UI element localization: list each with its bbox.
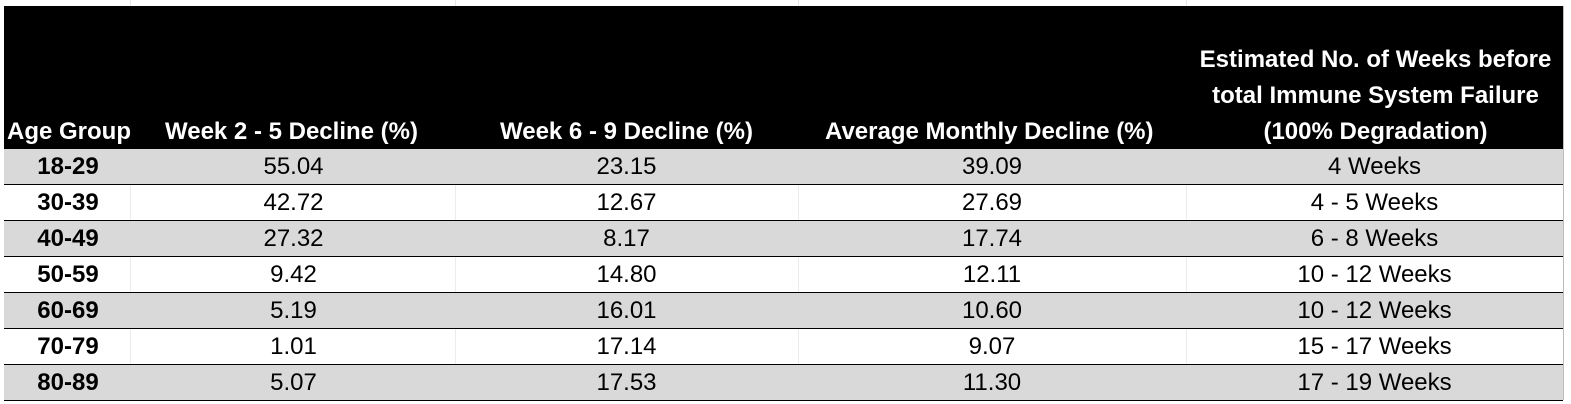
cell-week-2-5: 1.01 (270, 333, 317, 360)
cell-weeks-before-failure: 4 - 5 Weeks (1310, 189, 1439, 216)
header-age-group: Age Group (7, 118, 131, 145)
table-row: 70-79 1.01 17.14 9.07 15 - 17 Weeks (4, 329, 1563, 365)
gridline (130, 329, 131, 364)
gridline (1186, 185, 1187, 220)
cell-age-group: 70-79 (37, 333, 99, 360)
gridline (455, 185, 456, 220)
gridline (130, 0, 131, 6)
cell-average-monthly: 27.69 (961, 189, 1023, 216)
header-weeks-line-3: (100% Degradation) (1263, 118, 1488, 145)
table-right-border (1563, 6, 1564, 400)
header-row: Age Group Week 2 - 5 Decline (%) Week 6 … (4, 6, 1563, 149)
cell-week-6-9: 17.14 (596, 333, 657, 360)
table-row: 18-29 55.04 23.15 39.09 4 Weeks (4, 149, 1563, 185)
gridline (455, 0, 456, 6)
cell-weeks-before-failure: 15 - 17 Weeks (1297, 333, 1452, 360)
cell-week-2-5: 9.42 (270, 261, 317, 288)
cell-average-monthly: 17.74 (961, 225, 1023, 252)
gridline (455, 257, 456, 292)
header-weeks-line-2: total Immune System Failure (1212, 82, 1539, 109)
gridline (798, 185, 799, 220)
gridline (798, 329, 799, 364)
column-gridline-strip (0, 0, 1571, 6)
gridline (130, 185, 131, 220)
gridline (130, 257, 131, 292)
header-week-2-5: Week 2 - 5 Decline (%) (165, 118, 418, 145)
gridline (798, 0, 799, 6)
cell-week-6-9: 17.53 (596, 369, 657, 396)
cell-week-2-5: 55.04 (263, 153, 324, 180)
cell-average-monthly: 12.11 (962, 261, 1022, 288)
table-row: 30-39 42.72 12.67 27.69 4 - 5 Weeks (4, 185, 1563, 221)
cell-week-6-9: 8.17 (603, 225, 650, 252)
cell-week-6-9: 16.01 (596, 297, 657, 324)
cell-age-group: 18-29 (37, 153, 99, 180)
cell-weeks-before-failure: 10 - 12 Weeks (1297, 261, 1452, 288)
table-row: 80-89 5.07 17.53 11.30 17 - 19 Weeks (4, 365, 1563, 401)
header-week-6-9: Week 6 - 9 Decline (%) (500, 118, 753, 145)
gridline (1186, 0, 1187, 6)
cell-age-group: 40-49 (37, 225, 99, 252)
gridline (798, 257, 799, 292)
cell-average-monthly: 9.07 (968, 333, 1016, 360)
cell-average-monthly: 11.30 (962, 369, 1022, 396)
cell-week-6-9: 12.67 (596, 189, 657, 216)
cell-average-monthly: 10.60 (961, 297, 1023, 324)
cell-weeks-before-failure: 10 - 12 Weeks (1297, 297, 1452, 324)
cell-weeks-before-failure: 4 Weeks (1328, 153, 1421, 180)
cell-week-6-9: 23.15 (596, 153, 657, 180)
cell-week-2-5: 5.07 (270, 369, 317, 396)
cell-age-group: 30-39 (37, 189, 99, 216)
cell-weeks-before-failure: 17 - 19 Weeks (1297, 369, 1452, 396)
cell-week-2-5: 42.72 (263, 189, 324, 216)
table-row: 60-69 5.19 16.01 10.60 10 - 12 Weeks (4, 293, 1563, 329)
cell-weeks-before-failure: 6 - 8 Weeks (1310, 225, 1439, 252)
gridline (455, 329, 456, 364)
table-row: 40-49 27.32 8.17 17.74 6 - 8 Weeks (4, 221, 1563, 257)
cell-age-group: 50-59 (37, 261, 99, 288)
cell-age-group: 80-89 (37, 369, 99, 396)
gridline (1186, 257, 1187, 292)
header-weeks-line-1: Estimated No. of Weeks before (1199, 46, 1552, 73)
cell-average-monthly: 39.09 (961, 153, 1023, 180)
cell-week-2-5: 27.32 (263, 225, 324, 252)
header-average-monthly: Average Monthly Decline (%) (825, 118, 1154, 145)
table-row: 50-59 9.42 14.80 12.11 10 - 12 Weeks (4, 257, 1563, 293)
cell-age-group: 60-69 (37, 297, 99, 324)
gridline (1186, 329, 1187, 364)
cell-week-2-5: 5.19 (270, 297, 317, 324)
cell-week-6-9: 14.80 (596, 261, 657, 288)
table-body: 18-29 55.04 23.15 39.09 4 Weeks 30-39 42… (4, 149, 1563, 401)
